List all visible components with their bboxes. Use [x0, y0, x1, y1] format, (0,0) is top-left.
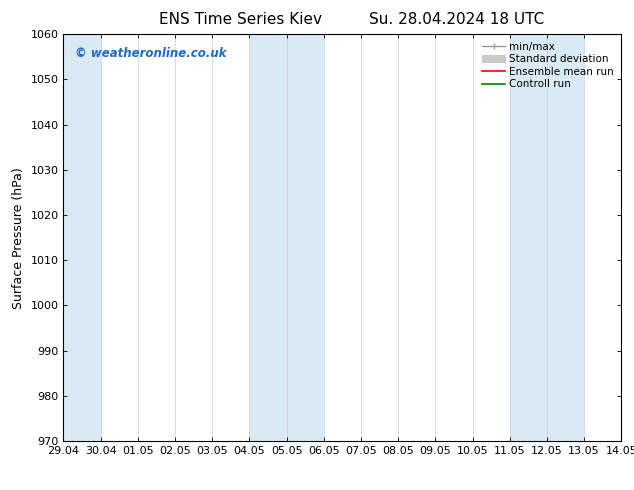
- Bar: [510, 34, 584, 441]
- Text: Su. 28.04.2024 18 UTC: Su. 28.04.2024 18 UTC: [369, 12, 544, 27]
- Y-axis label: Surface Pressure (hPa): Surface Pressure (hPa): [12, 167, 25, 309]
- Text: © weatheronline.co.uk: © weatheronline.co.uk: [75, 47, 226, 59]
- Legend: min/max, Standard deviation, Ensemble mean run, Controll run: min/max, Standard deviation, Ensemble me…: [480, 40, 616, 92]
- Text: ENS Time Series Kiev: ENS Time Series Kiev: [159, 12, 323, 27]
- Bar: [249, 34, 324, 441]
- Bar: [63, 34, 101, 441]
